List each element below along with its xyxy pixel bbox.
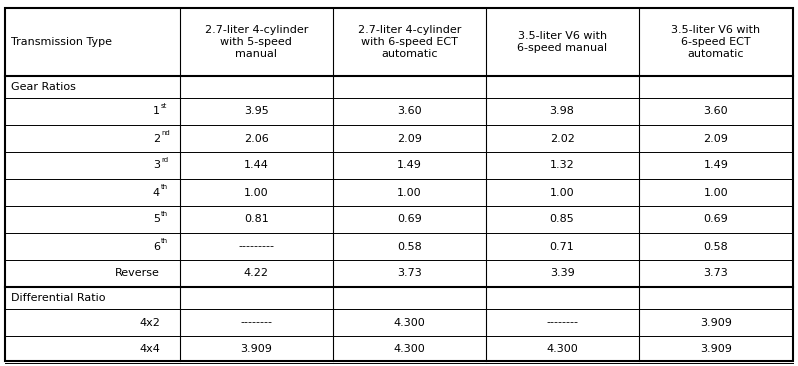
- Text: 4: 4: [152, 187, 160, 198]
- Text: th: th: [161, 184, 168, 190]
- Text: 2.02: 2.02: [550, 134, 575, 143]
- Text: 4x2: 4x2: [139, 317, 160, 328]
- Text: 3.909: 3.909: [700, 344, 732, 355]
- Text: 0.69: 0.69: [397, 214, 421, 224]
- Text: 2.06: 2.06: [244, 134, 269, 143]
- Text: 3: 3: [153, 161, 160, 171]
- Text: 3.60: 3.60: [704, 107, 728, 116]
- Text: --------: --------: [546, 317, 578, 328]
- Text: 2: 2: [152, 134, 160, 143]
- Text: 0.71: 0.71: [550, 242, 575, 251]
- Text: rd: rd: [161, 157, 168, 163]
- Text: 4.22: 4.22: [244, 269, 269, 279]
- Text: 0.81: 0.81: [244, 214, 269, 224]
- Text: 3.73: 3.73: [397, 269, 421, 279]
- Text: --------: --------: [240, 317, 272, 328]
- Text: 3.5-liter V6 with
6-speed ECT
automatic: 3.5-liter V6 with 6-speed ECT automatic: [671, 25, 760, 59]
- Text: 5: 5: [153, 214, 160, 224]
- Text: 0.58: 0.58: [703, 242, 728, 251]
- Text: 3.95: 3.95: [244, 107, 269, 116]
- Text: 1.32: 1.32: [550, 161, 575, 171]
- Text: 2.7-liter 4-cylinder
with 6-speed ECT
automatic: 2.7-liter 4-cylinder with 6-speed ECT au…: [358, 25, 461, 59]
- Text: Gear Ratios: Gear Ratios: [11, 82, 76, 92]
- Text: 4.300: 4.300: [393, 344, 425, 355]
- Text: 3.60: 3.60: [397, 107, 421, 116]
- Text: 3.39: 3.39: [550, 269, 575, 279]
- Text: st: st: [161, 102, 168, 109]
- Text: 2.09: 2.09: [703, 134, 729, 143]
- Text: 0.58: 0.58: [397, 242, 421, 251]
- Text: 4.300: 4.300: [547, 344, 578, 355]
- Text: 3.98: 3.98: [550, 107, 575, 116]
- Text: 6: 6: [153, 242, 160, 251]
- Text: ---------: ---------: [239, 242, 275, 251]
- Text: 3.909: 3.909: [240, 344, 272, 355]
- Text: 3.909: 3.909: [700, 317, 732, 328]
- Text: th: th: [161, 210, 168, 217]
- Text: 0.69: 0.69: [703, 214, 728, 224]
- Text: 1.49: 1.49: [397, 161, 421, 171]
- Text: 1: 1: [153, 107, 160, 116]
- Text: 1.00: 1.00: [550, 187, 575, 198]
- Text: 2.09: 2.09: [397, 134, 421, 143]
- Text: Transmission Type: Transmission Type: [11, 37, 112, 47]
- Text: 3.73: 3.73: [703, 269, 728, 279]
- Text: Reverse: Reverse: [115, 269, 160, 279]
- Text: 1.49: 1.49: [703, 161, 729, 171]
- Text: 1.00: 1.00: [244, 187, 269, 198]
- Text: 4x4: 4x4: [139, 344, 160, 355]
- Text: 1.44: 1.44: [244, 161, 269, 171]
- Text: Differential Ratio: Differential Ratio: [11, 293, 105, 303]
- Text: 0.85: 0.85: [550, 214, 575, 224]
- Text: 1.00: 1.00: [397, 187, 421, 198]
- Text: th: th: [161, 238, 168, 243]
- Text: 3.5-liter V6 with
6-speed manual: 3.5-liter V6 with 6-speed manual: [517, 31, 607, 53]
- Text: nd: nd: [161, 130, 170, 135]
- Text: 4.300: 4.300: [393, 317, 425, 328]
- Text: 1.00: 1.00: [704, 187, 728, 198]
- Text: 2.7-liter 4-cylinder
with 5-speed
manual: 2.7-liter 4-cylinder with 5-speed manual: [204, 25, 308, 59]
